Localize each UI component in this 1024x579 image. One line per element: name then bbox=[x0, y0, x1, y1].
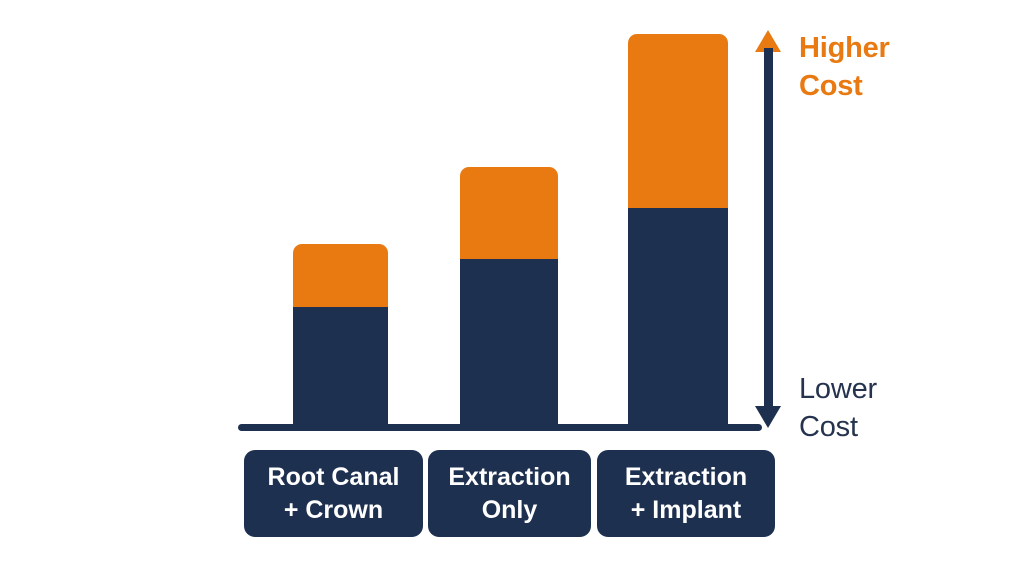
chart-baseline bbox=[238, 424, 762, 431]
bar-segment-additional-cost bbox=[460, 167, 558, 259]
cost-axis-line bbox=[764, 48, 773, 410]
bar-segment-additional-cost bbox=[628, 34, 728, 208]
bar-extraction-implant bbox=[628, 34, 728, 428]
category-label-extraction-only: Extraction Only bbox=[428, 450, 591, 537]
bar-segment-base-cost bbox=[628, 208, 728, 428]
arrow-up-icon bbox=[755, 30, 781, 52]
bar-extraction-only bbox=[460, 167, 558, 428]
bar-root-canal-crown bbox=[293, 244, 388, 428]
category-label-extraction-implant: Extraction + Implant bbox=[597, 450, 775, 537]
category-label-root-canal-crown: Root Canal + Crown bbox=[244, 450, 423, 537]
bar-segment-base-cost bbox=[460, 259, 558, 428]
arrow-down-icon bbox=[755, 406, 781, 428]
axis-label-higher-cost: Higher Cost bbox=[799, 32, 890, 102]
bar-segment-base-cost bbox=[293, 307, 388, 428]
axis-label-lower-cost: Lower Cost bbox=[799, 373, 877, 443]
bar-segment-additional-cost bbox=[293, 244, 388, 307]
